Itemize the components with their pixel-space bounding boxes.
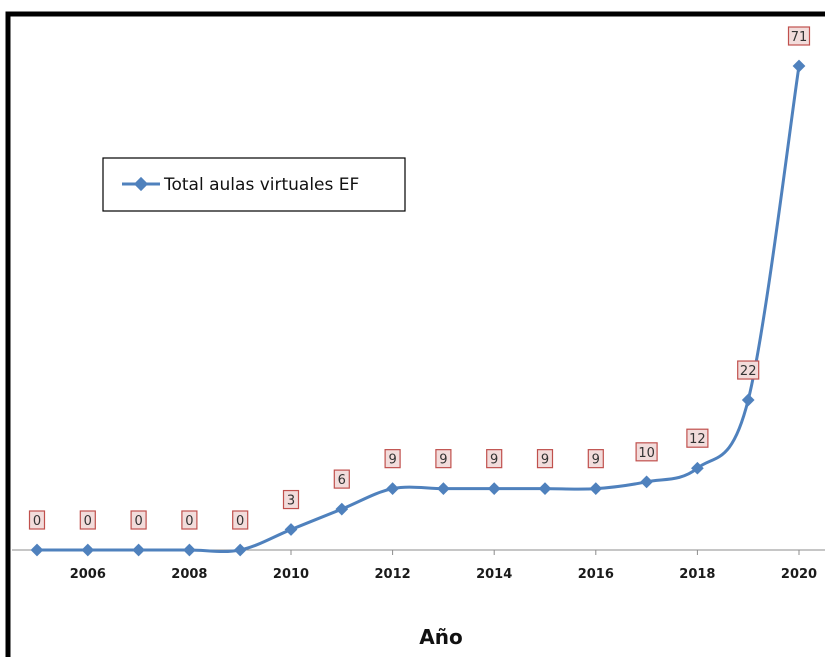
data-point	[81, 543, 95, 557]
x-tick-label: 2016	[578, 567, 614, 582]
data-point	[640, 475, 653, 489]
data-label-value: 0	[33, 514, 41, 529]
data-label-box	[686, 428, 709, 448]
data-label: 0	[130, 510, 147, 530]
data-label-box	[536, 449, 554, 469]
data-label-value: 22	[740, 364, 757, 379]
data-point	[538, 482, 552, 496]
data-label-box	[232, 510, 249, 530]
x-tick-label: 2018	[679, 567, 715, 582]
data-label-value: 0	[84, 514, 92, 529]
data-label-value: 0	[236, 514, 244, 529]
data-label-box	[635, 442, 658, 462]
data-label-value: 6	[338, 473, 346, 488]
data-label: 9	[435, 449, 452, 469]
chart-border	[5, 11, 825, 657]
series-layer	[30, 59, 806, 557]
data-label: 9	[587, 449, 604, 469]
data-label-value: 0	[185, 514, 193, 529]
data-point	[792, 59, 806, 73]
data-label-value: 9	[490, 453, 498, 468]
data-label: 10	[635, 442, 658, 462]
data-label-box	[130, 510, 147, 530]
data-point	[30, 543, 44, 557]
data-labels-layer: 0 0 0 0 0 3 6 9 9 9 9 9 10 12 22 71	[28, 26, 811, 530]
data-point	[132, 543, 145, 557]
data-label-box	[333, 469, 350, 489]
data-label: 71	[787, 26, 811, 46]
data-label: 0	[181, 510, 198, 530]
data-label-value: 3	[287, 494, 295, 509]
x-tick-label: 2020	[781, 567, 817, 582]
data-label: 6	[333, 469, 350, 489]
data-point	[741, 393, 755, 407]
data-label-box	[384, 449, 401, 469]
series-line-total-aulas	[36, 65, 801, 553]
data-label-value: 9	[541, 453, 549, 468]
data-label-box	[435, 449, 452, 469]
legend-entry-total-aulas: Total aulas virtuales EF	[163, 175, 359, 195]
data-point	[233, 543, 247, 557]
data-label-box	[486, 449, 503, 469]
x-tick-label: 2008	[171, 567, 207, 582]
data-point	[335, 502, 349, 516]
data-label-box	[181, 510, 198, 530]
data-label: 9	[486, 449, 503, 469]
legend-marker-swatch	[133, 176, 149, 192]
x-axis-label: Año	[419, 625, 462, 649]
legend: Total aulas virtuales EF	[102, 157, 406, 212]
data-point	[589, 482, 603, 496]
data-label: 12	[686, 428, 709, 448]
data-label-box	[587, 449, 604, 469]
x-tick-label: 2006	[70, 567, 106, 582]
data-label-value: 9	[592, 453, 600, 468]
data-label: 9	[384, 449, 401, 469]
data-label-box	[737, 360, 760, 380]
data-label-box	[79, 510, 96, 530]
data-label-box	[282, 489, 300, 510]
data-point	[284, 523, 298, 536]
x-tick-label: 2012	[375, 567, 411, 582]
data-label-value: 71	[791, 30, 808, 45]
data-label-value: 0	[134, 514, 142, 529]
data-point	[437, 482, 450, 496]
data-label-value: 12	[689, 432, 706, 447]
data-point	[183, 543, 196, 557]
x-axis-ticks: 2006 2008 2010 2012 2014 2016 2018 2020	[70, 550, 817, 582]
data-label: 0	[79, 510, 96, 530]
data-point	[386, 482, 399, 496]
data-label: 22	[737, 360, 760, 380]
data-label-value: 10	[638, 446, 655, 461]
data-label: 0	[28, 510, 46, 530]
x-tick-label: 2014	[476, 567, 512, 582]
data-label: 3	[282, 489, 300, 510]
data-label-value: 9	[439, 453, 447, 468]
x-tick-label: 2010	[273, 567, 309, 582]
data-label: 0	[232, 510, 249, 530]
data-label: 9	[536, 449, 554, 469]
data-label-value: 9	[388, 453, 396, 468]
data-point	[487, 482, 501, 496]
data-label-box	[28, 510, 46, 530]
data-label-box	[787, 26, 811, 46]
